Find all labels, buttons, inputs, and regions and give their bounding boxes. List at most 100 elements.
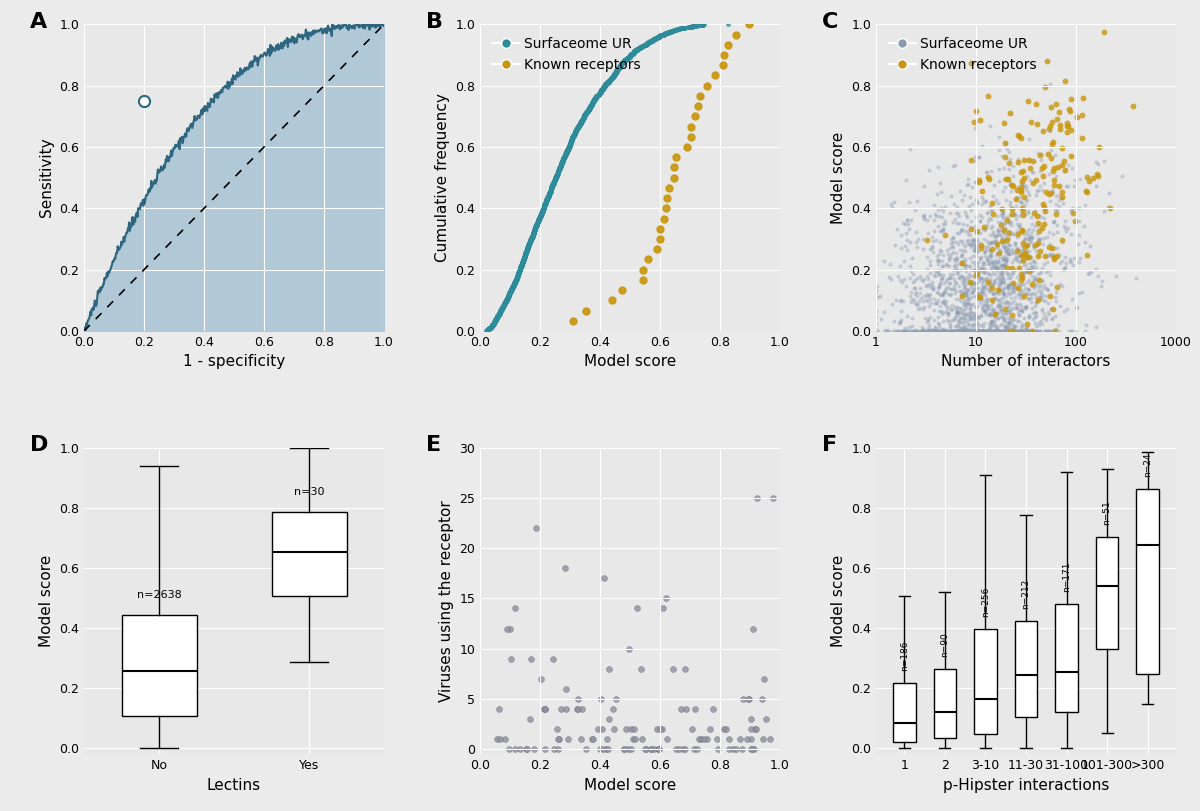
Point [964, 270, 983, 283]
Point [984, 303, 1003, 316]
Point [944, 286, 964, 299]
Point [998, 215, 1018, 228]
Point [994, 324, 1013, 337]
Point [916, 294, 935, 307]
Point [979, 309, 998, 322]
Point [950, 310, 970, 323]
Point [1040, 78, 1060, 91]
Point [1012, 178, 1031, 191]
Point [979, 279, 998, 292]
Point [954, 271, 973, 284]
Point [1001, 208, 1020, 221]
Point [636, 743, 655, 756]
Point [964, 311, 983, 324]
Point [931, 236, 950, 249]
Point [974, 223, 994, 236]
Point [931, 268, 950, 281]
Point [979, 324, 998, 337]
Point [918, 321, 937, 334]
Point [956, 323, 976, 336]
Point [922, 279, 941, 292]
Point [1013, 292, 1032, 305]
Text: n=51: n=51 [1103, 500, 1111, 526]
Point [1022, 270, 1042, 283]
Point [1032, 273, 1051, 286]
Point [1087, 263, 1106, 276]
Point [937, 259, 956, 272]
Point [952, 295, 971, 308]
Point [1010, 298, 1030, 311]
Point [905, 324, 924, 337]
Point [1022, 165, 1042, 178]
Point [1003, 169, 1022, 182]
Point [943, 324, 962, 337]
Point [986, 321, 1006, 334]
Point [992, 324, 1012, 337]
Point [1028, 250, 1048, 263]
Point [900, 290, 919, 303]
Point [994, 252, 1013, 265]
Point [1055, 165, 1074, 178]
Point [986, 292, 1006, 305]
Point [964, 282, 983, 295]
Point [744, 622, 763, 635]
Point [882, 200, 901, 213]
Point [907, 298, 926, 311]
Point [1030, 315, 1049, 328]
Point [982, 303, 1001, 316]
Point [1016, 257, 1036, 270]
Point [973, 266, 992, 279]
Point [974, 282, 994, 295]
Point [940, 301, 959, 314]
Y-axis label: Cumulative frequency: Cumulative frequency [434, 93, 450, 262]
Point [1048, 281, 1067, 294]
Point [947, 300, 966, 313]
Point [995, 116, 1014, 129]
Point [911, 269, 930, 282]
Point [929, 258, 948, 271]
Point [1073, 109, 1092, 122]
Point [978, 324, 997, 337]
Point [979, 89, 998, 102]
Point [1012, 300, 1031, 313]
Point [988, 264, 1007, 277]
Point [966, 277, 985, 290]
Point [931, 324, 950, 337]
Point [988, 287, 1007, 300]
Point [1045, 251, 1064, 264]
Point [962, 324, 982, 337]
Point [941, 268, 960, 281]
Point [968, 324, 988, 337]
Point [982, 324, 1001, 337]
Point [965, 313, 984, 326]
Point [583, 732, 602, 745]
Point [1010, 261, 1030, 274]
Point [954, 324, 973, 337]
Point [925, 296, 944, 309]
Point [1014, 259, 1033, 272]
Point [1039, 324, 1058, 337]
Point [1008, 129, 1027, 142]
Point [1049, 189, 1068, 202]
Point [956, 287, 976, 300]
Point [954, 237, 973, 250]
Point [949, 217, 968, 230]
Point [966, 242, 985, 255]
Point [1022, 260, 1042, 272]
Point [1024, 287, 1043, 300]
Point [972, 272, 991, 285]
Point [1033, 238, 1052, 251]
Point [950, 244, 970, 257]
Point [970, 176, 989, 189]
Point [924, 324, 943, 337]
Point [910, 286, 929, 299]
Point [961, 321, 980, 334]
Point [954, 324, 973, 337]
Point [980, 275, 1000, 288]
Point [989, 251, 1008, 264]
Point [955, 240, 974, 253]
Point [935, 215, 954, 228]
Point [980, 324, 1000, 337]
Point [989, 279, 1008, 292]
Point [967, 195, 986, 208]
